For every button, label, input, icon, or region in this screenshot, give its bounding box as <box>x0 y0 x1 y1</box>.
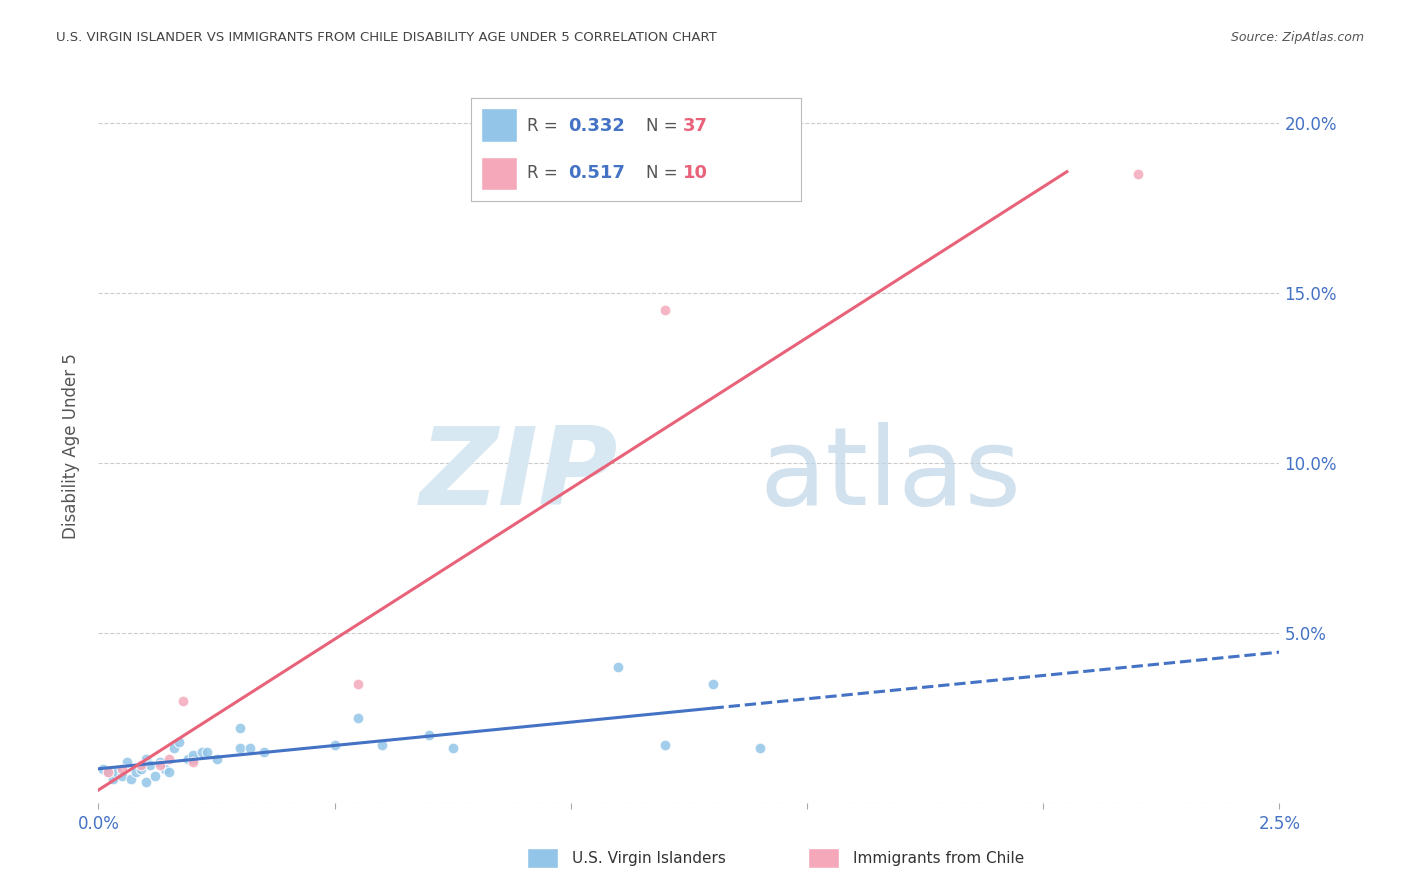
Bar <box>481 108 517 142</box>
Point <box>1126 167 1149 181</box>
Point <box>702 677 724 691</box>
Point <box>121 772 143 786</box>
Point <box>101 772 124 786</box>
Point <box>115 755 138 769</box>
Point <box>229 721 252 735</box>
Point <box>181 755 204 769</box>
Point <box>181 751 204 765</box>
Point <box>181 748 204 763</box>
Point <box>418 728 440 742</box>
Point <box>111 762 134 776</box>
Point <box>135 775 157 789</box>
Text: 10: 10 <box>682 164 707 182</box>
Point <box>97 765 120 780</box>
Point <box>97 765 120 780</box>
Point <box>441 741 464 756</box>
Point <box>105 765 128 780</box>
Point <box>125 765 148 780</box>
Text: 0.517: 0.517 <box>568 164 626 182</box>
Text: R =: R = <box>527 117 564 135</box>
Y-axis label: Disability Age Under 5: Disability Age Under 5 <box>62 353 80 539</box>
Point <box>163 741 186 756</box>
Text: atlas: atlas <box>759 422 1022 527</box>
Text: ZIP: ZIP <box>420 422 619 527</box>
Point <box>91 762 114 776</box>
Point <box>347 711 370 725</box>
Text: Immigrants from Chile: Immigrants from Chile <box>853 851 1025 865</box>
Point <box>157 765 180 780</box>
Point <box>748 741 770 756</box>
Point <box>111 769 134 783</box>
Point <box>654 738 676 752</box>
Point <box>195 745 218 759</box>
Point <box>157 751 180 765</box>
Text: Source: ZipAtlas.com: Source: ZipAtlas.com <box>1230 31 1364 45</box>
Point <box>229 741 252 756</box>
Point <box>347 677 370 691</box>
Point <box>177 751 200 765</box>
Point <box>149 758 172 772</box>
Point <box>143 769 166 783</box>
Point <box>239 741 262 756</box>
Text: 37: 37 <box>682 117 707 135</box>
Text: R =: R = <box>527 164 564 182</box>
Point <box>172 694 194 708</box>
Point <box>323 738 346 752</box>
Text: 0.332: 0.332 <box>568 117 626 135</box>
Bar <box>481 157 517 190</box>
Text: U.S. Virgin Islanders: U.S. Virgin Islanders <box>572 851 725 865</box>
Point <box>129 762 152 776</box>
Text: N =: N = <box>647 117 683 135</box>
Point <box>205 751 228 765</box>
Text: U.S. VIRGIN ISLANDER VS IMMIGRANTS FROM CHILE DISABILITY AGE UNDER 5 CORRELATION: U.S. VIRGIN ISLANDER VS IMMIGRANTS FROM … <box>56 31 717 45</box>
Point <box>191 745 214 759</box>
Point <box>135 751 157 765</box>
Point <box>149 755 172 769</box>
Point <box>253 745 276 759</box>
Point <box>607 660 630 674</box>
Point <box>139 758 162 772</box>
Point <box>167 734 190 748</box>
Text: N =: N = <box>647 164 683 182</box>
Point <box>371 738 394 752</box>
Point <box>153 762 176 776</box>
Point <box>129 758 152 772</box>
Point <box>654 303 676 318</box>
